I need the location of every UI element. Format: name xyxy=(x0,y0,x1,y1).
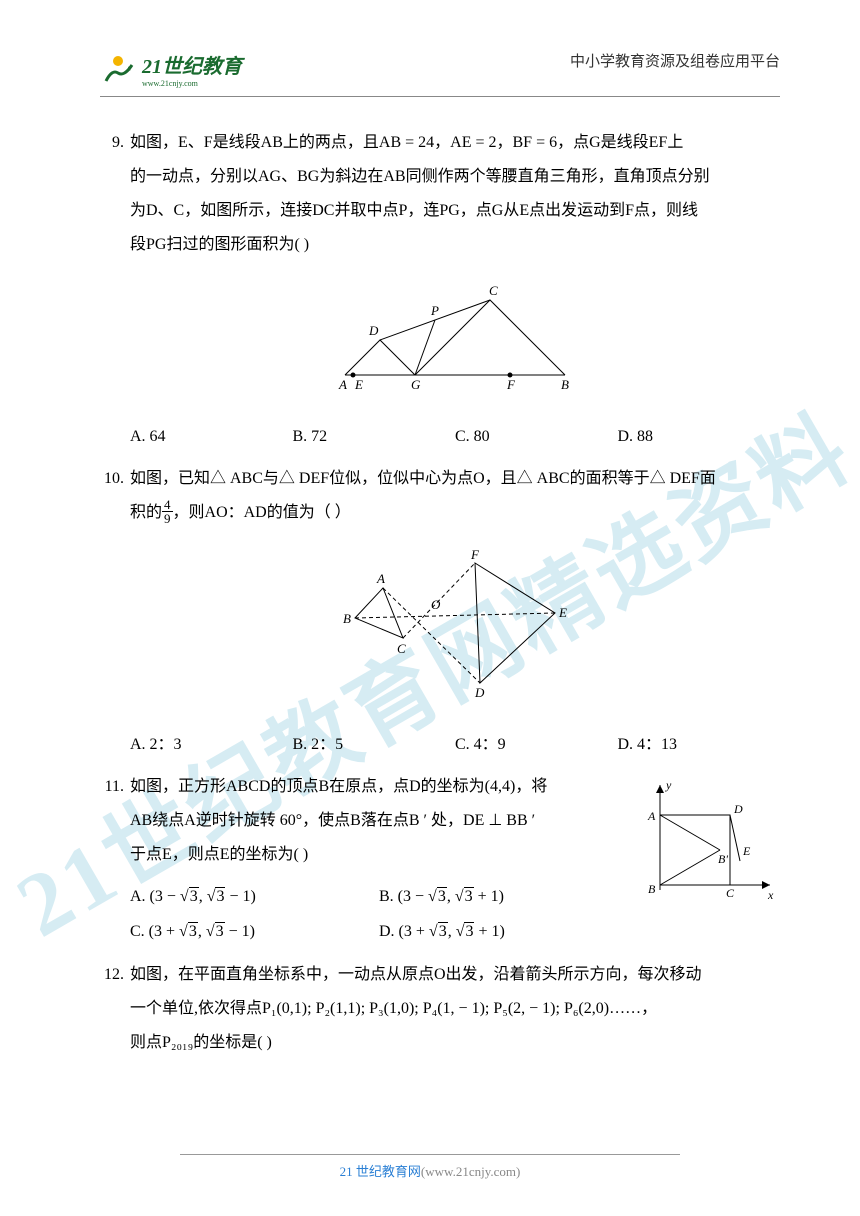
svg-text:A: A xyxy=(338,377,347,392)
svg-text:C: C xyxy=(726,886,735,900)
option-c: C. 80 xyxy=(455,421,618,453)
question-text: 的一动点，分别以AG、BG为斜边在AB同侧作两个等腰直角三角形，直角顶点分别 xyxy=(130,161,780,193)
header-title: 中小学教育资源及组卷应用平台 xyxy=(570,50,780,71)
question-text: 积的49，则AO：AD的值为（ ） xyxy=(130,497,780,529)
svg-text:x: x xyxy=(767,888,774,902)
figure-q11: A B C D B' E x y xyxy=(640,775,780,917)
question-11: 11. A B C xyxy=(100,771,780,949)
page-content: 21世纪教育 www.21cnjy.com 中小学教育资源及组卷应用平台 9. … xyxy=(0,0,860,1131)
question-text: 如图，在平面直角坐标系中，一动点从原点O出发，沿着箭头所示方向，每次移动 xyxy=(130,959,780,991)
logo-text: 21世纪教育 xyxy=(142,56,242,78)
option-d: D. (3 + 3, 3 + 1) xyxy=(379,914,628,949)
svg-text:A: A xyxy=(647,809,656,823)
logo: 21世纪教育 www.21cnjy.com xyxy=(100,50,242,88)
question-number: 11. xyxy=(100,771,130,949)
svg-text:B: B xyxy=(561,377,569,392)
svg-text:D: D xyxy=(474,685,485,700)
svg-text:A: A xyxy=(376,571,385,586)
option-d: D. 4：13 xyxy=(618,729,781,761)
options: A. 64 B. 72 C. 80 D. 88 xyxy=(130,421,780,453)
svg-text:O: O xyxy=(431,597,441,612)
question-text: 如图，E、F是线段AB上的两点，且AB = 24，AE = 2，BF = 6，点… xyxy=(130,127,780,159)
logo-icon xyxy=(100,51,136,87)
svg-text:F: F xyxy=(470,547,480,562)
svg-text:G: G xyxy=(411,377,421,392)
question-number: 12. xyxy=(100,959,130,1061)
option-d: D. 88 xyxy=(618,421,781,453)
question-10: 10. 如图，已知△ ABC与△ DEF位似，位似中心为点O，且△ ABC的面积… xyxy=(100,463,780,761)
footer-brand: 21 世纪教育网 xyxy=(340,1164,421,1179)
option-a: A. 2：3 xyxy=(130,729,293,761)
question-9: 9. 如图，E、F是线段AB上的两点，且AB = 24，AE = 2，BF = … xyxy=(100,127,780,453)
question-text: 如图，已知△ ABC与△ DEF位似，位似中心为点O，且△ ABC的面积等于△ … xyxy=(130,463,780,495)
svg-text:D: D xyxy=(368,323,379,338)
question-text: 为D、C，如图所示，连接DC并取中点P，连PG，点G从E点出发运动到F点，则线 xyxy=(130,195,780,227)
footer-url: (www.21cnjy.com) xyxy=(421,1164,520,1179)
svg-text:D: D xyxy=(733,802,743,816)
svg-text:F: F xyxy=(506,377,516,392)
footer: 21 世纪教育网(www.21cnjy.com) xyxy=(0,1154,860,1180)
svg-text:C: C xyxy=(489,283,498,298)
svg-text:y: y xyxy=(665,778,672,792)
question-text: 一个单位,依次得点P₁(0,1); P₂(1,1); P₃(1,0); P₄(1… xyxy=(130,993,780,1025)
option-b: B. 72 xyxy=(293,421,456,453)
question-text: 段PG扫过的图形面积为( ) xyxy=(130,229,780,261)
question-number: 10. xyxy=(100,463,130,761)
options: A. (3 − 3, 3 − 1) B. (3 − 3, 3 + 1) C. (… xyxy=(130,879,628,949)
header: 21世纪教育 www.21cnjy.com 中小学教育资源及组卷应用平台 xyxy=(100,50,780,97)
svg-text:B: B xyxy=(343,611,351,626)
svg-text:E: E xyxy=(742,844,751,858)
svg-text:C: C xyxy=(397,641,406,656)
svg-text:E: E xyxy=(558,605,567,620)
question-12: 12. 如图，在平面直角坐标系中，一动点从原点O出发，沿着箭头所示方向，每次移动… xyxy=(100,959,780,1061)
option-a: A. 64 xyxy=(130,421,293,453)
svg-text:E: E xyxy=(354,377,363,392)
question-text: 则点P₂₀₁₉的坐标是( ) xyxy=(130,1027,780,1059)
logo-url: www.21cnjy.com xyxy=(142,79,242,88)
question-number: 9. xyxy=(100,127,130,453)
option-b: B. (3 − 3, 3 + 1) xyxy=(379,879,628,914)
svg-text:B: B xyxy=(648,882,656,896)
option-c: C. (3 + 3, 3 − 1) xyxy=(130,914,379,949)
figure-q10: A B C F E D O xyxy=(130,543,780,715)
svg-text:P: P xyxy=(430,303,439,318)
option-c: C. 4：9 xyxy=(455,729,618,761)
option-b: B. 2：5 xyxy=(293,729,456,761)
option-a: A. (3 − 3, 3 − 1) xyxy=(130,879,379,914)
options: A. 2：3 B. 2：5 C. 4：9 D. 4：13 xyxy=(130,729,780,761)
figure-q9: A E G F B D P C xyxy=(130,275,780,407)
svg-text:B': B' xyxy=(718,852,728,866)
